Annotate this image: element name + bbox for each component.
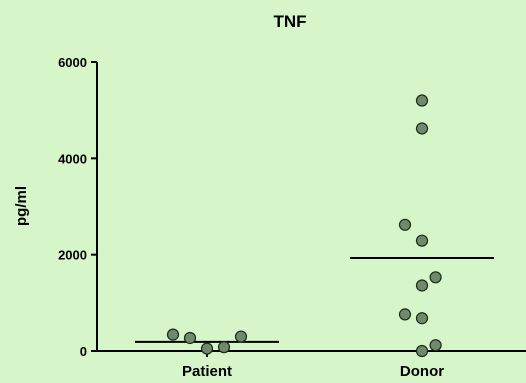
y-tick-label: 0 [80, 344, 87, 359]
chart-title: TNF [273, 12, 306, 31]
data-point [415, 344, 429, 358]
data-point [217, 341, 231, 354]
data-point [398, 308, 412, 321]
y-tick-label: 6000 [58, 55, 87, 70]
data-point [166, 328, 180, 341]
data-point [200, 342, 214, 355]
data-point [429, 339, 442, 352]
y-axis-ticks: 0 2000 4000 6000 [58, 55, 97, 359]
y-tick-label: 4000 [58, 151, 87, 166]
x-axis-labels: Patient Donor [182, 351, 444, 380]
data-point [415, 279, 429, 292]
data-points [166, 94, 442, 358]
data-point [183, 331, 197, 345]
mean-lines [135, 257, 494, 343]
x-category-label: Donor [400, 363, 444, 380]
x-category-label: Patient [182, 363, 232, 380]
y-tick-label: 2000 [58, 248, 87, 263]
data-point [415, 94, 429, 107]
data-point [398, 218, 412, 231]
data-point [415, 234, 429, 247]
data-point [429, 271, 442, 284]
data-point [234, 330, 248, 343]
data-point [415, 312, 429, 325]
y-axis-label: pg/ml [13, 186, 30, 226]
data-point [415, 122, 429, 135]
